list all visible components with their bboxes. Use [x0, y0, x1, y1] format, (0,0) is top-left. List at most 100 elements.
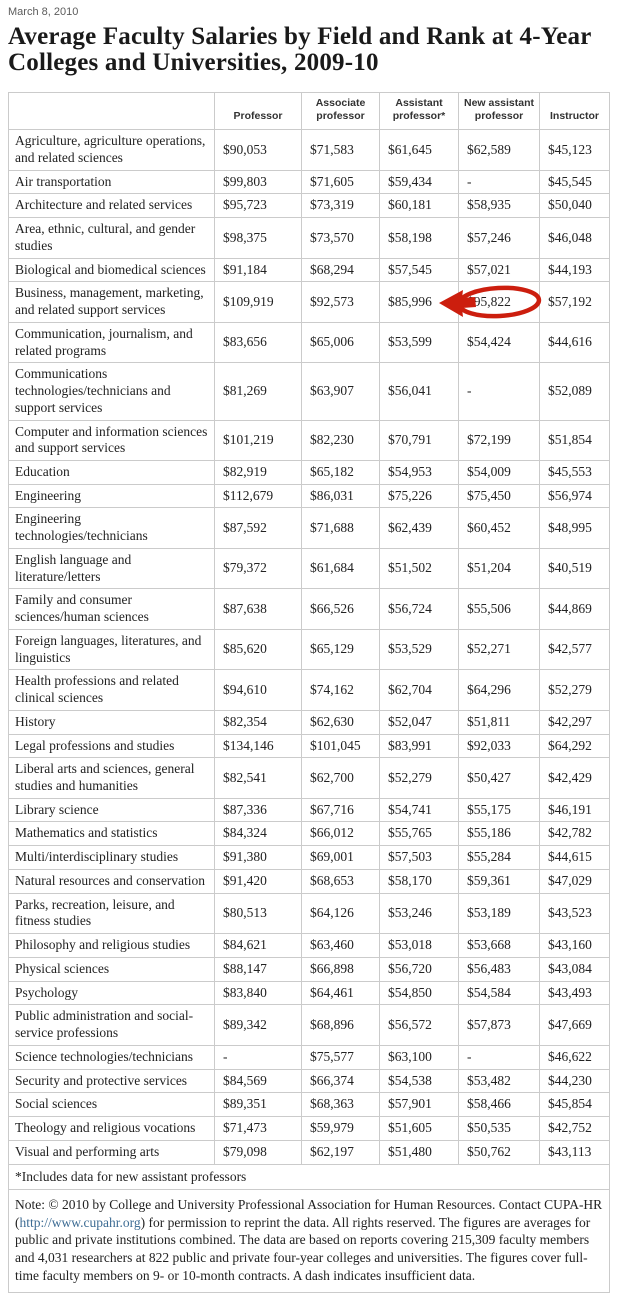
cupahr-link[interactable]: http://www.cupahr.org — [19, 1214, 141, 1230]
salary-cell: $56,974 — [539, 483, 610, 509]
field-name: English language and literature/letters — [8, 547, 215, 590]
salary-cell: $57,503 — [379, 845, 459, 870]
field-name: Visual and performing arts — [8, 1139, 215, 1165]
salary-cell: $58,466 — [458, 1092, 540, 1118]
salary-cell: $45,553 — [539, 460, 610, 485]
salary-cell: $63,100 — [379, 1044, 459, 1070]
salary-cell: $90,053 — [214, 129, 302, 171]
article-date: March 8, 2010 — [8, 6, 79, 18]
salary-cell: $56,483 — [458, 956, 540, 982]
salary-cell: $60,181 — [379, 193, 459, 219]
salary-cell: $54,850 — [379, 980, 459, 1006]
table-row: Legal professions and studies $134,146 $10… — [8, 733, 610, 759]
salary-cell: $57,192 — [539, 281, 610, 323]
note-text-before-link: Note: © 2010 by College and University P… — [15, 1197, 603, 1230]
table-row: Security and protective services $84,569 $… — [8, 1068, 610, 1094]
salary-cell: $59,434 — [379, 169, 459, 195]
salary-cell: $56,720 — [379, 956, 459, 982]
salary-cell: $53,482 — [458, 1068, 540, 1094]
salary-cell: $83,840 — [214, 980, 302, 1006]
salary-cell: $62,197 — [301, 1139, 380, 1165]
salary-cell: $52,089 — [539, 362, 610, 421]
table-footer: *Includes data for new assistant profess… — [8, 1163, 610, 1293]
table-row: Education $82,919 $65,182 $54,953 $54,009 $45… — [8, 460, 610, 485]
salary-cell: $51,854 — [539, 419, 610, 462]
salary-cell: $46,191 — [539, 797, 610, 823]
salary-cell: $54,424 — [458, 321, 540, 364]
salary-cell: $72,199 — [458, 419, 540, 462]
salary-cell: $50,535 — [458, 1116, 540, 1141]
table-row: Area, ethnic, cultural, and gender studi… — [8, 217, 610, 259]
salary-cell: $82,354 — [214, 709, 302, 735]
table-row: Library science $87,336 $67,716 $54,741 $55,… — [8, 797, 610, 823]
salary-cell: $89,351 — [214, 1092, 302, 1118]
salary-cell: $56,572 — [379, 1004, 459, 1046]
field-name: Multi/interdisciplinary studies — [8, 845, 215, 870]
salary-cell: $52,271 — [458, 628, 540, 671]
field-name: Communications technologies/technicians … — [8, 362, 215, 421]
salary-cell: $70,791 — [379, 419, 459, 462]
salary-cell: $43,160 — [539, 933, 610, 958]
field-name: Area, ethnic, cultural, and gender studi… — [8, 217, 215, 259]
table-row: Business, management, marketing, and rel… — [8, 281, 610, 323]
salary-cell: $53,018 — [379, 933, 459, 958]
salary-cell: $45,123 — [539, 129, 610, 171]
salary-cell: $63,460 — [301, 933, 380, 958]
salary-cell: $44,616 — [539, 321, 610, 364]
salary-cell: $50,040 — [539, 193, 610, 219]
salary-cell: $54,584 — [458, 980, 540, 1006]
salary-cell: $84,324 — [214, 821, 302, 847]
salary-cell: $44,869 — [539, 588, 610, 630]
salary-cell: $64,296 — [458, 669, 540, 711]
table-row: Mathematics and statistics $84,324 $66,012… — [8, 821, 610, 847]
salary-cell: - — [458, 362, 540, 421]
salary-cell: $87,592 — [214, 507, 302, 549]
table-row: English language and literature/letters $… — [8, 547, 610, 590]
field-name: Library science — [8, 797, 215, 823]
salary-cell: $46,048 — [539, 217, 610, 259]
field-name: Biological and biomedical sciences — [8, 257, 215, 283]
salary-cell: $44,230 — [539, 1068, 610, 1094]
field-name: Business, management, marketing, and rel… — [8, 281, 215, 323]
field-name: Computer and information sciences and su… — [8, 419, 215, 462]
salary-cell: $66,898 — [301, 956, 380, 982]
salary-cell: $89,342 — [214, 1004, 302, 1046]
salary-cell: $59,979 — [301, 1116, 380, 1141]
salary-cell: $62,700 — [301, 757, 380, 799]
salary-cell: $52,279 — [379, 757, 459, 799]
salary-cell: $54,741 — [379, 797, 459, 823]
salary-cell: $88,147 — [214, 956, 302, 982]
salary-cell: $74,162 — [301, 669, 380, 711]
table-row: Science technologies/technicians - $75,577… — [8, 1044, 610, 1070]
salary-cell: $84,621 — [214, 933, 302, 958]
salary-cell: $82,919 — [214, 460, 302, 485]
table-header: Professor Associate professor Assistant pr… — [8, 91, 610, 131]
table-row: History $82,354 $62,630 $52,047 $51,811 $42,2… — [8, 709, 610, 735]
salary-cell: $53,668 — [458, 933, 540, 958]
field-name: Social sciences — [8, 1092, 215, 1118]
salary-cell: $54,953 — [379, 460, 459, 485]
salary-cell: $62,630 — [301, 709, 380, 735]
table-row: Biological and biomedical sciences $91,18… — [8, 257, 610, 283]
salary-cell: $83,991 — [379, 733, 459, 759]
salary-cell: $79,098 — [214, 1139, 302, 1165]
salary-cell: $112,679 — [214, 483, 302, 509]
salary-cell: $82,230 — [301, 419, 380, 462]
salary-cell: $60,452 — [458, 507, 540, 549]
field-name: Engineering technologies/technicians — [8, 507, 215, 549]
salary-cell: $87,336 — [214, 797, 302, 823]
footnote-row: *Includes data for new assistant profess… — [8, 1163, 610, 1191]
salary-cell: $47,669 — [539, 1004, 610, 1046]
table-row: Agriculture, agriculture operations, and… — [8, 129, 610, 171]
table-row: Multi/interdisciplinary studies $91,380 $6… — [8, 845, 610, 870]
salary-cell: $64,126 — [301, 892, 380, 935]
salary-cell: $44,615 — [539, 845, 610, 870]
salary-cell: $57,246 — [458, 217, 540, 259]
salary-cell: $42,782 — [539, 821, 610, 847]
salary-cell: - — [458, 169, 540, 195]
salary-cell: $91,420 — [214, 868, 302, 894]
salary-cell: $43,113 — [539, 1139, 610, 1165]
salary-cell: $84,569 — [214, 1068, 302, 1094]
salary-cell: $44,193 — [539, 257, 610, 283]
salary-cell: $98,375 — [214, 217, 302, 259]
